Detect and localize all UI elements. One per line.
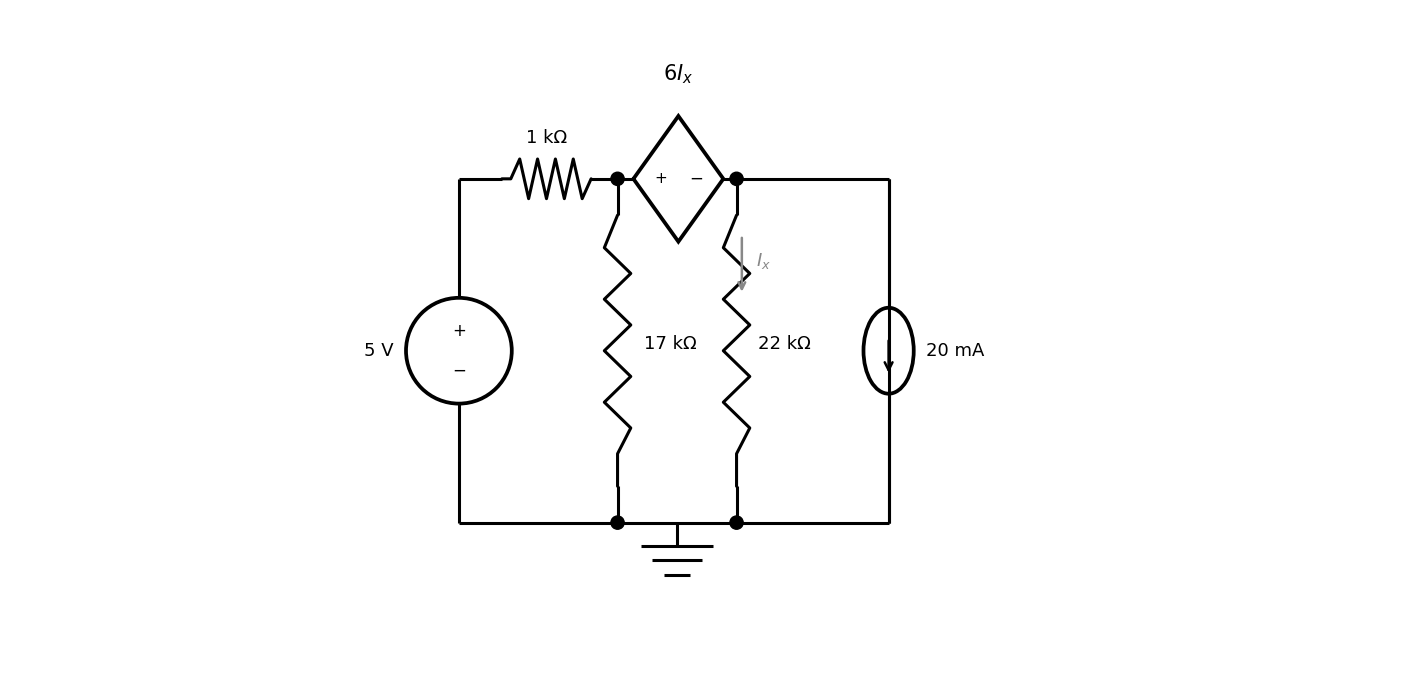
Text: 20 mA: 20 mA bbox=[926, 342, 983, 360]
Circle shape bbox=[730, 172, 743, 186]
Text: +: + bbox=[452, 321, 466, 340]
Text: −: − bbox=[452, 362, 466, 380]
Text: 1 kΩ: 1 kΩ bbox=[526, 129, 567, 147]
Text: $6I_x$: $6I_x$ bbox=[663, 63, 694, 86]
Text: −: − bbox=[689, 170, 704, 188]
Text: 17 kΩ: 17 kΩ bbox=[644, 335, 696, 353]
Circle shape bbox=[611, 172, 625, 186]
Circle shape bbox=[611, 516, 625, 529]
Text: 22 kΩ: 22 kΩ bbox=[758, 335, 810, 353]
Text: +: + bbox=[654, 171, 667, 186]
Text: $I_x$: $I_x$ bbox=[757, 252, 771, 271]
Text: 5 V: 5 V bbox=[364, 342, 394, 360]
Circle shape bbox=[730, 516, 743, 529]
